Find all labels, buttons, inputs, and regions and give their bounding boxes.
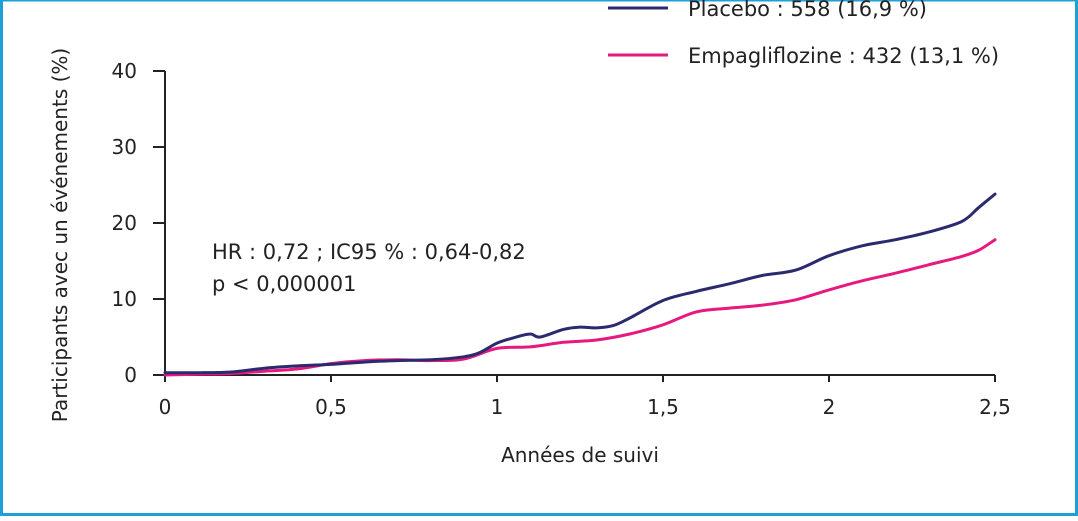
axes <box>153 71 995 376</box>
x-axis-label: Années de suivi <box>501 443 659 467</box>
legend-label-placebo: Placebo : 558 (16,9 %) <box>688 0 927 21</box>
x-tick-label: 2 <box>823 395 836 419</box>
legend-label-empagliflozine: Empagliflozine : 432 (13,1 %) <box>688 44 999 68</box>
y-ticks: 0 10 20 30 40 <box>112 59 165 387</box>
x-tick-label: 0 <box>159 395 172 419</box>
x-tick-label: 0,5 <box>315 395 347 419</box>
x-tick-label: 1 <box>491 395 504 419</box>
legend: Placebo : 558 (16,9 %) Empagliflozine : … <box>608 0 999 68</box>
series-layer <box>163 192 997 377</box>
y-tick-label: 40 <box>112 59 137 83</box>
annotation-hazard-ratio: HR : 0,72 ; IC95 % : 0,64-0,82 <box>212 240 526 264</box>
x-tick-label: 2,5 <box>979 395 1011 419</box>
y-axis-label: Participants avec un événements (%) <box>48 48 72 422</box>
series-line-placebo <box>163 192 997 375</box>
annotation-p-value: p < 0,000001 <box>212 272 356 296</box>
y-tick-label: 20 <box>112 211 137 235</box>
y-tick-label: 10 <box>112 287 137 311</box>
x-tick-label: 1,5 <box>647 395 679 419</box>
y-tick-label: 30 <box>112 135 137 159</box>
x-ticks: 0 0,5 1 1,5 2 2,5 <box>159 375 1011 419</box>
y-tick-label: 0 <box>124 363 137 387</box>
series-line-empagliflozine <box>163 238 997 377</box>
